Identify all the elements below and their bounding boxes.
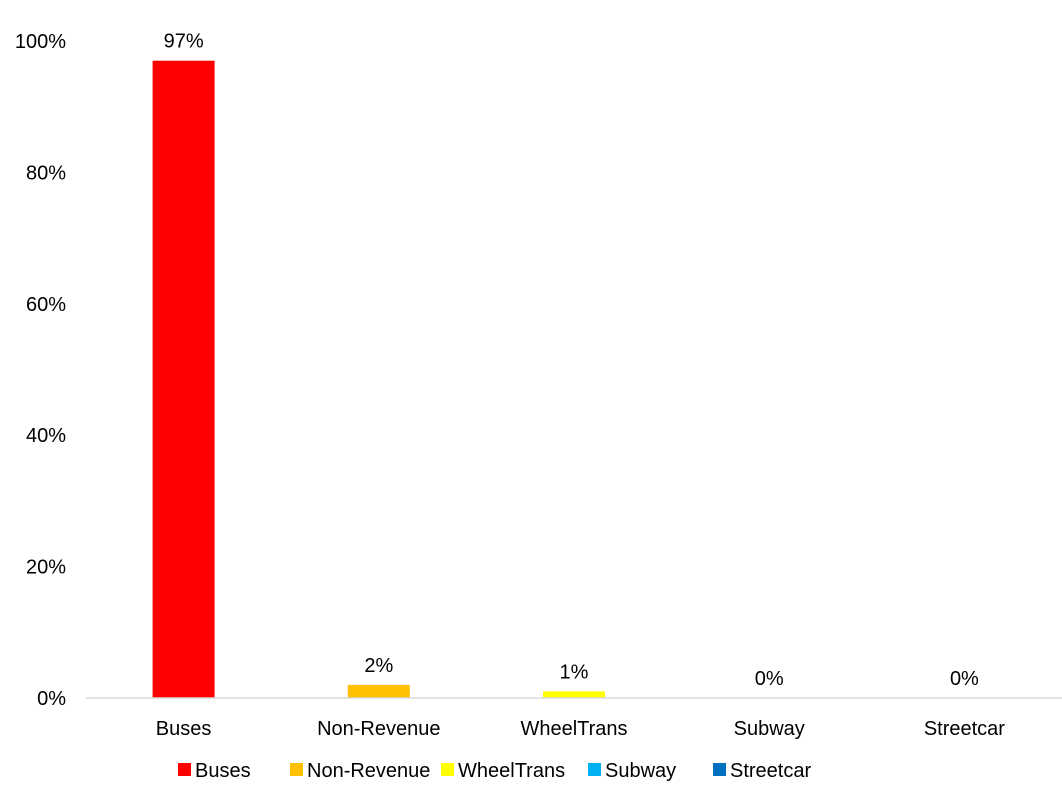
data-label: 0% <box>950 668 979 690</box>
data-label: 0% <box>755 668 784 690</box>
bar-buses <box>152 60 215 698</box>
legend-label: Buses <box>195 760 251 782</box>
legend-swatch <box>290 763 303 776</box>
legend-swatch <box>178 763 191 776</box>
y-tick-label: 20% <box>26 557 66 579</box>
bar-wheeltrans <box>543 691 605 698</box>
legend: Buses Non-Revenue WheelTrans Subway Streetca… <box>178 760 811 782</box>
y-tick-label: 60% <box>26 294 66 316</box>
data-label: 1% <box>560 661 589 683</box>
data-label: 2% <box>364 655 393 677</box>
legend-label: WheelTrans <box>458 760 565 782</box>
y-axis-ticks: 0% 20% 40% 60% 80% 100% <box>15 31 66 710</box>
data-label: 97% <box>164 31 204 53</box>
legend-swatch <box>441 763 454 776</box>
y-tick-label: 100% <box>15 31 66 53</box>
bars-group <box>152 60 605 698</box>
x-tick-label: Subway <box>734 718 805 740</box>
category-labels-group: Buses Non-Revenue WheelTrans Subway Streetca… <box>156 718 1006 740</box>
bar-non-revenue <box>347 684 410 698</box>
data-labels-group: 97% 2% 1% 0% 0% <box>164 31 979 690</box>
legend-swatch <box>588 763 601 776</box>
x-tick-label: WheelTrans <box>520 718 627 740</box>
y-tick-label: 0% <box>37 688 66 710</box>
y-tick-label: 40% <box>26 425 66 447</box>
x-tick-label: Buses <box>156 718 212 740</box>
legend-swatch <box>713 763 726 776</box>
legend-label: Non-Revenue <box>307 760 430 782</box>
legend-label: Subway <box>605 760 676 782</box>
y-tick-label: 80% <box>26 162 66 184</box>
x-tick-label: Non-Revenue <box>317 718 440 740</box>
legend-label: Streetcar <box>730 760 811 782</box>
x-tick-label: Streetcar <box>924 718 1005 740</box>
